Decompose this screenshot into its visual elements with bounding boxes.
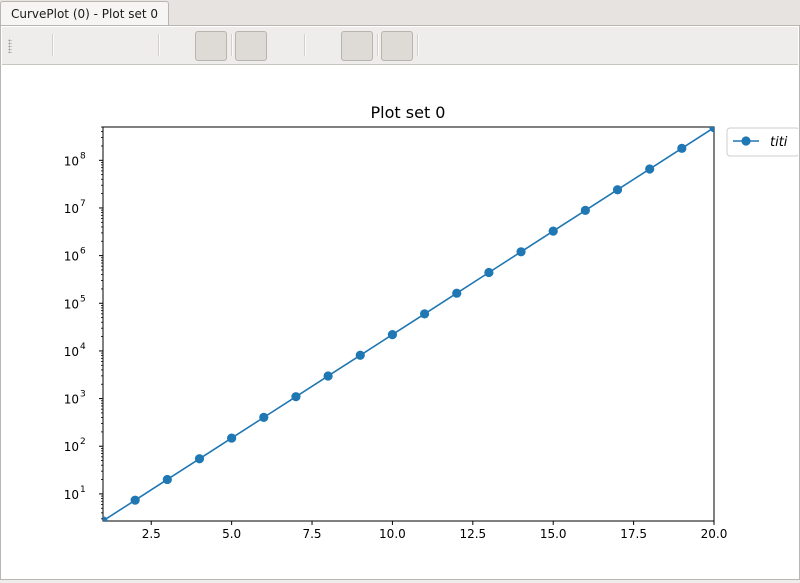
y-tick-exponent: 4 [80, 342, 86, 352]
toolbar-button-1[interactable] [195, 31, 227, 61]
x-tick-label: 7.5 [302, 527, 321, 541]
series-layer [103, 127, 714, 521]
x-tick-label: 2.5 [142, 527, 161, 541]
x-tick-label: 5.0 [222, 527, 241, 541]
data-point [387, 329, 398, 340]
data-point [645, 164, 655, 174]
legend-marker [741, 136, 751, 146]
tab-bar: CurvePlot (0) - Plot set 0 [0, 0, 800, 25]
data-point [162, 474, 172, 485]
y-tick-exponent: 1 [80, 485, 86, 495]
y-tick-exponent: 2 [80, 437, 86, 447]
x-tick-label: 20.0 [701, 527, 728, 541]
plot-window: Plot set 0 2.5 5.0 7.5 10.0 12.5 15.0 17.5 20.0… [0, 25, 800, 580]
x-tick-label: 12.5 [459, 527, 486, 541]
y-tick-exponent: 6 [80, 247, 86, 257]
data-point [452, 288, 462, 298]
tab-curveplot[interactable]: CurvePlot (0) - Plot set 0 [0, 1, 169, 25]
y-tick-label: 10 [64, 488, 79, 502]
data-point [259, 412, 269, 422]
data-point [323, 371, 333, 381]
y-tick-label: 10 [64, 154, 79, 168]
data-point [130, 495, 140, 505]
toolbar-separator [158, 34, 160, 56]
y-tick-label: 10 [64, 297, 79, 311]
y-tick-label: 10 [64, 345, 79, 359]
y-tick-label: 10 [64, 250, 79, 264]
series-line-titi [103, 127, 714, 521]
toolbar-button-4[interactable] [381, 31, 413, 61]
data-point [419, 309, 430, 319]
data-point [355, 350, 365, 360]
data-point [580, 205, 590, 216]
toolbar-separator [231, 34, 233, 56]
toolbar-separator [52, 34, 54, 56]
toolbar-grip-icon[interactable] [8, 39, 12, 53]
y-tick-label: 10 [64, 440, 79, 454]
y-tick-exponent: 5 [80, 294, 86, 304]
toolbar-separator [417, 34, 419, 56]
chart-title: Plot set 0 [371, 103, 446, 122]
y-tick-exponent: 7 [80, 199, 86, 209]
legend[interactable]: titi [726, 127, 800, 157]
data-point [484, 267, 494, 278]
toolbar-separator [377, 34, 379, 56]
chart-svg: Plot set 0 2.5 5.0 7.5 10.0 12.5 15.0 17.5 20.0… [64, 103, 800, 541]
toolbar-button-2[interactable] [235, 31, 267, 61]
toolbar-separator [304, 34, 306, 56]
toolbar-button-3[interactable] [341, 31, 373, 61]
data-point [612, 185, 623, 195]
y-tick-label: 10 [64, 202, 79, 216]
data-point [194, 454, 205, 464]
data-point [709, 127, 714, 133]
data-point [227, 433, 237, 443]
toolbar [2, 27, 798, 65]
y-tick-exponent: 3 [80, 390, 86, 400]
y-tick-label: 10 [64, 393, 79, 407]
data-point [677, 143, 687, 153]
data-point [548, 226, 558, 236]
x-tick-label: 17.5 [620, 527, 647, 541]
plot-area: Plot set 0 2.5 5.0 7.5 10.0 12.5 15.0 17.5 20.0… [2, 65, 800, 579]
data-point [291, 392, 301, 402]
y-tick-exponent: 8 [80, 151, 86, 161]
data-point [103, 516, 108, 521]
legend-label: titi [770, 135, 788, 150]
x-tick-label: 15.0 [540, 527, 567, 541]
plot-frame [102, 126, 715, 522]
x-tick-label: 10.0 [379, 527, 406, 541]
data-point [516, 247, 526, 257]
